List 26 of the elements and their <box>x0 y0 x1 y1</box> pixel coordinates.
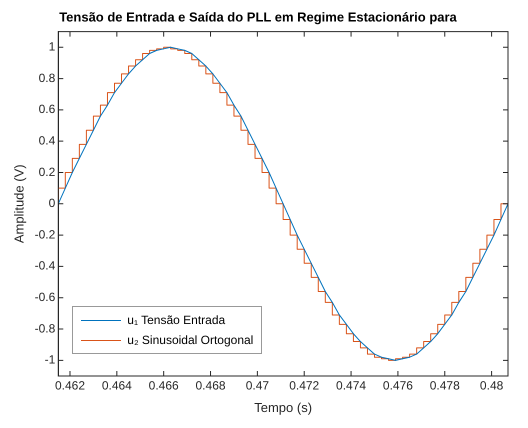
y-tick-label: 0.6 <box>38 102 56 116</box>
x-tick-label: 0.466 <box>148 378 180 393</box>
x-tick-label: 0.472 <box>289 378 320 393</box>
y-axis-title: Amplitude (V) <box>11 164 26 244</box>
x-tick-label: 0.462 <box>54 378 86 393</box>
y-tick-label: -0.4 <box>34 258 56 273</box>
y-tick-label: -0.8 <box>34 321 56 336</box>
y-tick-label: 0 <box>48 196 56 210</box>
x-axis-title: Tempo (s) <box>254 400 312 415</box>
y-tick-label: -0.6 <box>34 290 56 304</box>
y-tick-label: -0.2 <box>34 227 56 242</box>
legend-label: u₁ Tensão Entrada <box>127 312 226 329</box>
x-tick-label: 0.48 <box>480 378 504 393</box>
x-tick-label: 0.464 <box>102 378 132 393</box>
x-tick-label: 0.474 <box>336 378 366 393</box>
y-tick-label: 0.4 <box>38 133 56 148</box>
x-tick-label: 0.468 <box>196 378 226 393</box>
y-tick-label: 1 <box>48 40 56 54</box>
y-tick-label: -1 <box>44 352 56 367</box>
chart-title: Tensão de Entrada e Saída do PLL em Regime Estacionário para <box>59 9 458 24</box>
y-tick-label: 0.8 <box>38 70 56 85</box>
x-tick-label: 0.478 <box>430 378 460 393</box>
x-tick-label: 0.476 <box>382 378 414 393</box>
y-tick-label: 0.2 <box>38 164 56 179</box>
x-tick-label: 0.47 <box>246 378 270 393</box>
legend-label: u₂ Sinusoidal Ortogonal <box>127 332 254 349</box>
